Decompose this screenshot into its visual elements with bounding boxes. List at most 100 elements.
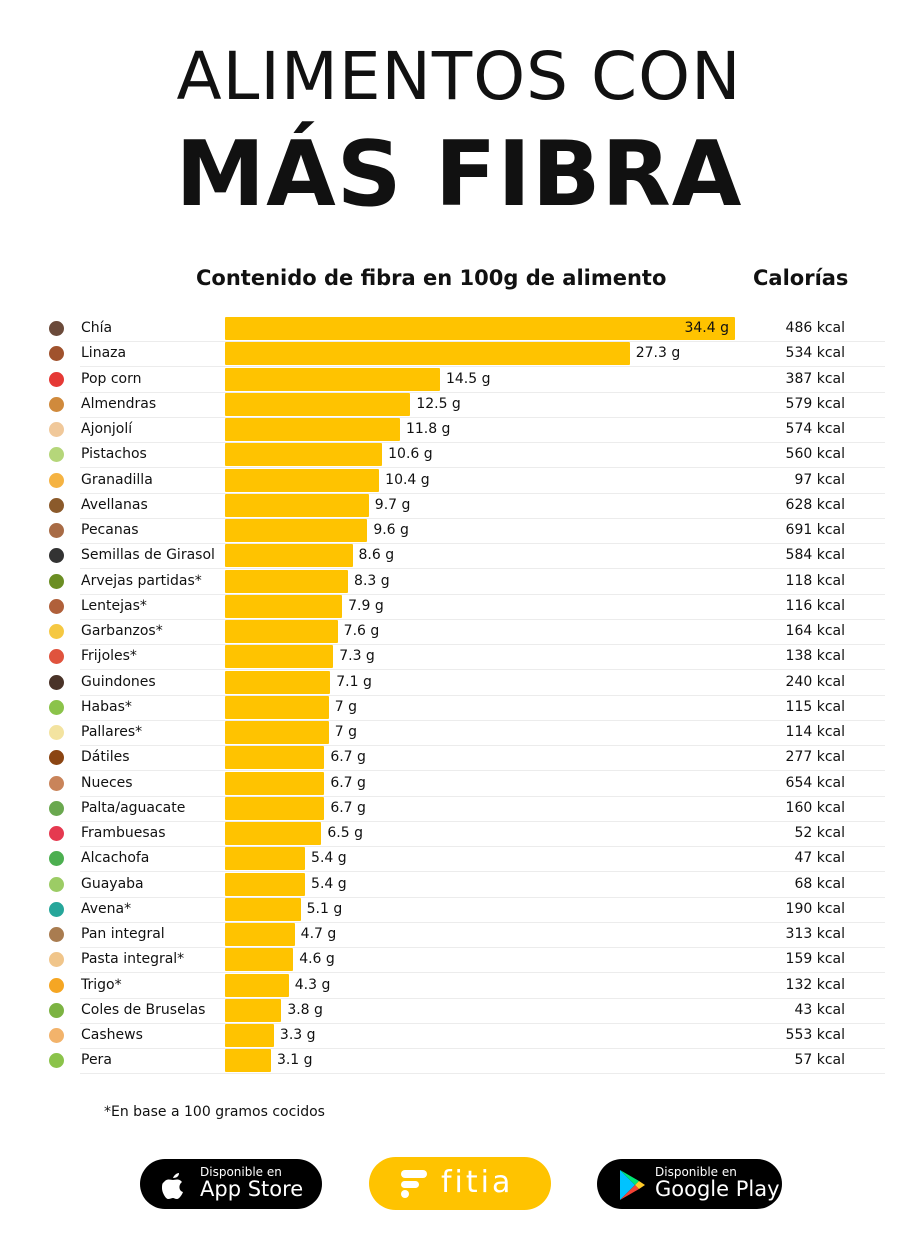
calories-value: 116 kcal [785,597,845,614]
bar-row: Chía 34.4 g 486 kcal [0,316,918,342]
calories-value: 240 kcal [785,673,845,690]
food-name: Frijoles* [81,648,137,665]
fiber-value-label: 4.6 g [299,951,335,968]
calories-value: 574 kcal [785,421,845,437]
bar-row: Guindones 7.1 g 240 kcal [0,670,918,696]
fiber-value-label: 9.6 g [373,522,409,538]
row-divider [80,921,885,923]
fiber-bar [225,948,294,972]
food-name: Pan integral [81,926,165,942]
food-icon [49,901,64,917]
food-name: Frambuesas [81,825,166,841]
fiber-bar [225,721,329,744]
food-icon [49,497,64,513]
food-name: Dátiles [81,749,130,766]
food-name: Pop corn [81,370,142,387]
food-icon [49,1002,64,1018]
calories-value: 43 kcal [794,1001,845,1018]
fiber-value-label: 7 g [334,698,358,715]
food-name: Coles de Bruselas [81,1001,206,1018]
fiber-bar [225,342,630,366]
fiber-bar [225,746,325,770]
bar-row: Avena* 5.1 g 190 kcal [0,897,918,923]
food-icon [49,321,64,336]
fiber-bar [225,923,295,946]
fiber-value-label: 8.3 g [354,572,390,589]
food-name: Lentejas* [81,597,147,614]
food-name: Avellanas [81,496,148,513]
bar-row: Almendras 12.5 g 579 kcal [0,392,918,418]
app-store-button[interactable]: Disponible en App Store [140,1159,322,1209]
food-icon [49,396,64,412]
fiber-bar [225,468,380,492]
bar-row: Palta/aguacate 6.7 g 160 kcal [0,796,918,822]
bar-row: Trigo* 4.3 g 132 kcal [0,973,918,999]
calories-value: 190 kcal [785,900,845,917]
calories-value: 579 kcal [785,395,845,412]
bar-row: Pallares* 7 g 114 kcal [0,720,918,746]
food-icon [49,573,64,589]
google-play-big: Google Play [655,1177,780,1201]
food-name: Palta/aguacate [81,799,186,816]
row-divider [80,492,885,494]
fiber-value-label: 7.1 g [336,673,372,690]
calories-value: 57 kcal [794,1052,845,1069]
food-icon [49,472,64,488]
food-icon [49,1053,64,1069]
food-icon [49,800,64,816]
bar-row: Habas* 7 g 115 kcal [0,695,918,721]
fiber-value-label: 7 g [334,724,358,740]
fiber-value-label: 10.6 g [388,446,433,463]
fiber-value-label: 4.7 g [300,926,337,942]
food-icon [49,851,64,867]
fiber-value-label: 3.1 g [276,1052,313,1069]
food-name: Nueces [81,774,133,791]
fiber-bar [225,998,282,1022]
calories-value: 584 kcal [785,547,845,564]
fiber-value-label: 3.3 g [279,1027,316,1043]
food-icon [49,598,64,614]
calories-value: 313 kcal [785,926,845,942]
calories-value: 114 kcal [785,724,845,740]
calories-value: 628 kcal [785,496,845,513]
row-divider [80,846,885,847]
food-name: Alcachofa [81,850,150,867]
row-divider [80,341,885,342]
google-play-button[interactable]: Disponible en Google Play [597,1159,782,1209]
row-divider [80,770,885,772]
row-divider [80,1073,885,1075]
food-name: Garbanzos* [81,623,163,639]
row-divider [80,745,885,746]
google-play-small: Disponible en [655,1165,737,1179]
calories-value: 52 kcal [794,825,845,841]
chart-title: Contenido de fibra en 100g de alimento [196,266,667,290]
food-icon [49,346,64,362]
bar-row: Coles de Bruselas 3.8 g 43 kcal [0,998,918,1024]
food-icon [49,523,64,538]
fitia-logo: fitia [369,1157,551,1210]
food-name: Ajonjolí [81,421,133,437]
fiber-value-label: 27.3 g [635,345,681,362]
calories-value: 553 kcal [785,1027,845,1043]
row-divider [80,694,885,696]
calories-value: 68 kcal [794,875,845,892]
bar-row: Cashews 3.3 g 553 kcal [0,1023,918,1049]
row-divider [80,366,885,368]
row-divider [80,391,885,393]
row-divider [80,820,885,822]
fiber-value-label: 5.4 g [311,875,347,892]
food-icon [49,750,64,766]
calories-value: 97 kcal [794,471,845,488]
calories-value: 118 kcal [785,572,845,589]
bar-row: Frijoles* 7.3 g 138 kcal [0,644,918,671]
app-store-big: App Store [200,1177,304,1201]
bar-row: Lentejas* 7.9 g 116 kcal [0,594,918,620]
fiber-value-label: 8.6 g [358,547,395,564]
fiber-bar [225,1049,271,1073]
food-name: Pecanas [81,522,139,538]
bar-row: Ajonjolí 11.8 g 574 kcal [0,417,918,443]
row-divider [80,618,885,620]
fiber-bar [225,519,368,542]
fiber-bar [225,645,334,669]
fiber-bar [225,594,343,618]
